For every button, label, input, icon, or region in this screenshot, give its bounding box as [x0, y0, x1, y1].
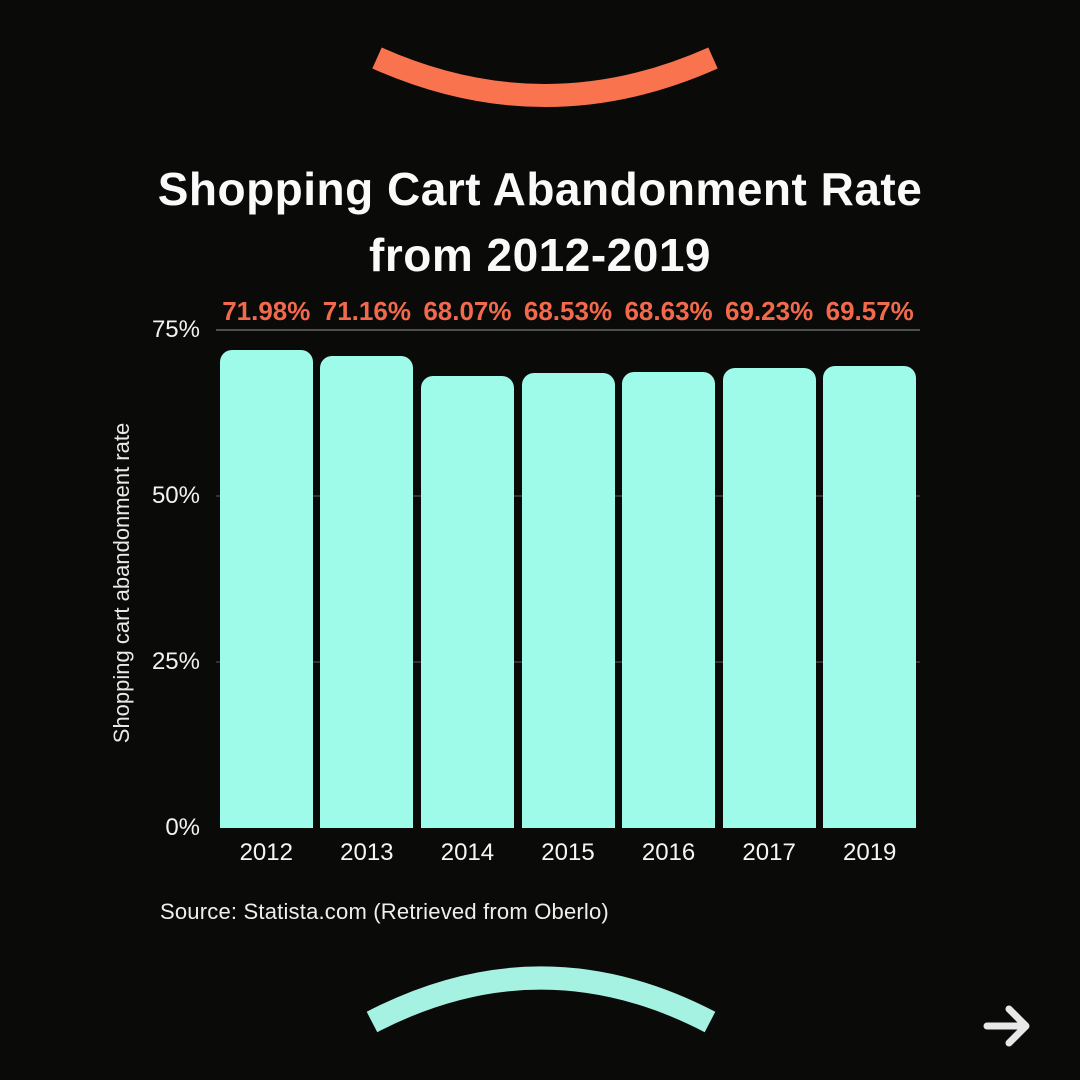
- y-tick-0: 0%: [165, 814, 200, 841]
- next-arrow-icon[interactable]: [982, 1000, 1038, 1052]
- x-tick-2014: 2014: [440, 839, 495, 866]
- y-tick-25: 25%: [151, 648, 200, 675]
- bar-2015: [521, 372, 615, 828]
- bar-2012: [219, 350, 313, 828]
- x-tick-2015: 2015: [541, 839, 595, 866]
- source-caption: Source: Statista.com (Retrieved from Obe…: [160, 899, 609, 924]
- bar-2016: [622, 372, 716, 828]
- page-title-line1: Shopping Cart Abandonment Rate: [157, 163, 923, 215]
- bar-2019: [823, 366, 917, 828]
- value-label-2013: 71.16%: [322, 296, 411, 326]
- plot-area: 0% 25% 50% 75% 71.98% 2012 71.16% 2013 68.07% 201…: [152, 296, 920, 866]
- x-tick-2013: 2013: [340, 839, 394, 866]
- y-tick-50: 50%: [151, 482, 200, 509]
- page-title-line2: from 2012-2019: [369, 229, 711, 281]
- page-title: Shopping Cart Abandonment Rate from 2012…: [0, 156, 1080, 288]
- x-tick-2016: 2016: [641, 839, 696, 866]
- value-label-2016: 68.63%: [624, 296, 713, 326]
- value-label-2019: 69.57%: [825, 296, 914, 326]
- arrow-glyph: [983, 1005, 1030, 1047]
- gridline-75: [216, 329, 920, 331]
- x-tick-2019: 2019: [843, 839, 897, 866]
- bar-2013: [320, 355, 414, 828]
- y-axis-title: Shopping cart abandonment rate: [109, 422, 134, 744]
- y-tick-75: 75%: [151, 316, 200, 343]
- bar-2014: [420, 376, 514, 828]
- x-tick-2012: 2012: [239, 839, 293, 866]
- bottom-arc-icon: [366, 966, 716, 1033]
- value-label-2014: 68.07%: [423, 296, 512, 326]
- value-label-2012: 71.98%: [222, 296, 311, 326]
- x-tick-2017: 2017: [742, 839, 796, 866]
- value-label-2017: 69.23%: [725, 296, 814, 326]
- value-label-2015: 68.53%: [523, 296, 613, 326]
- bar-2017: [722, 368, 816, 828]
- top-arc-icon: [372, 47, 718, 107]
